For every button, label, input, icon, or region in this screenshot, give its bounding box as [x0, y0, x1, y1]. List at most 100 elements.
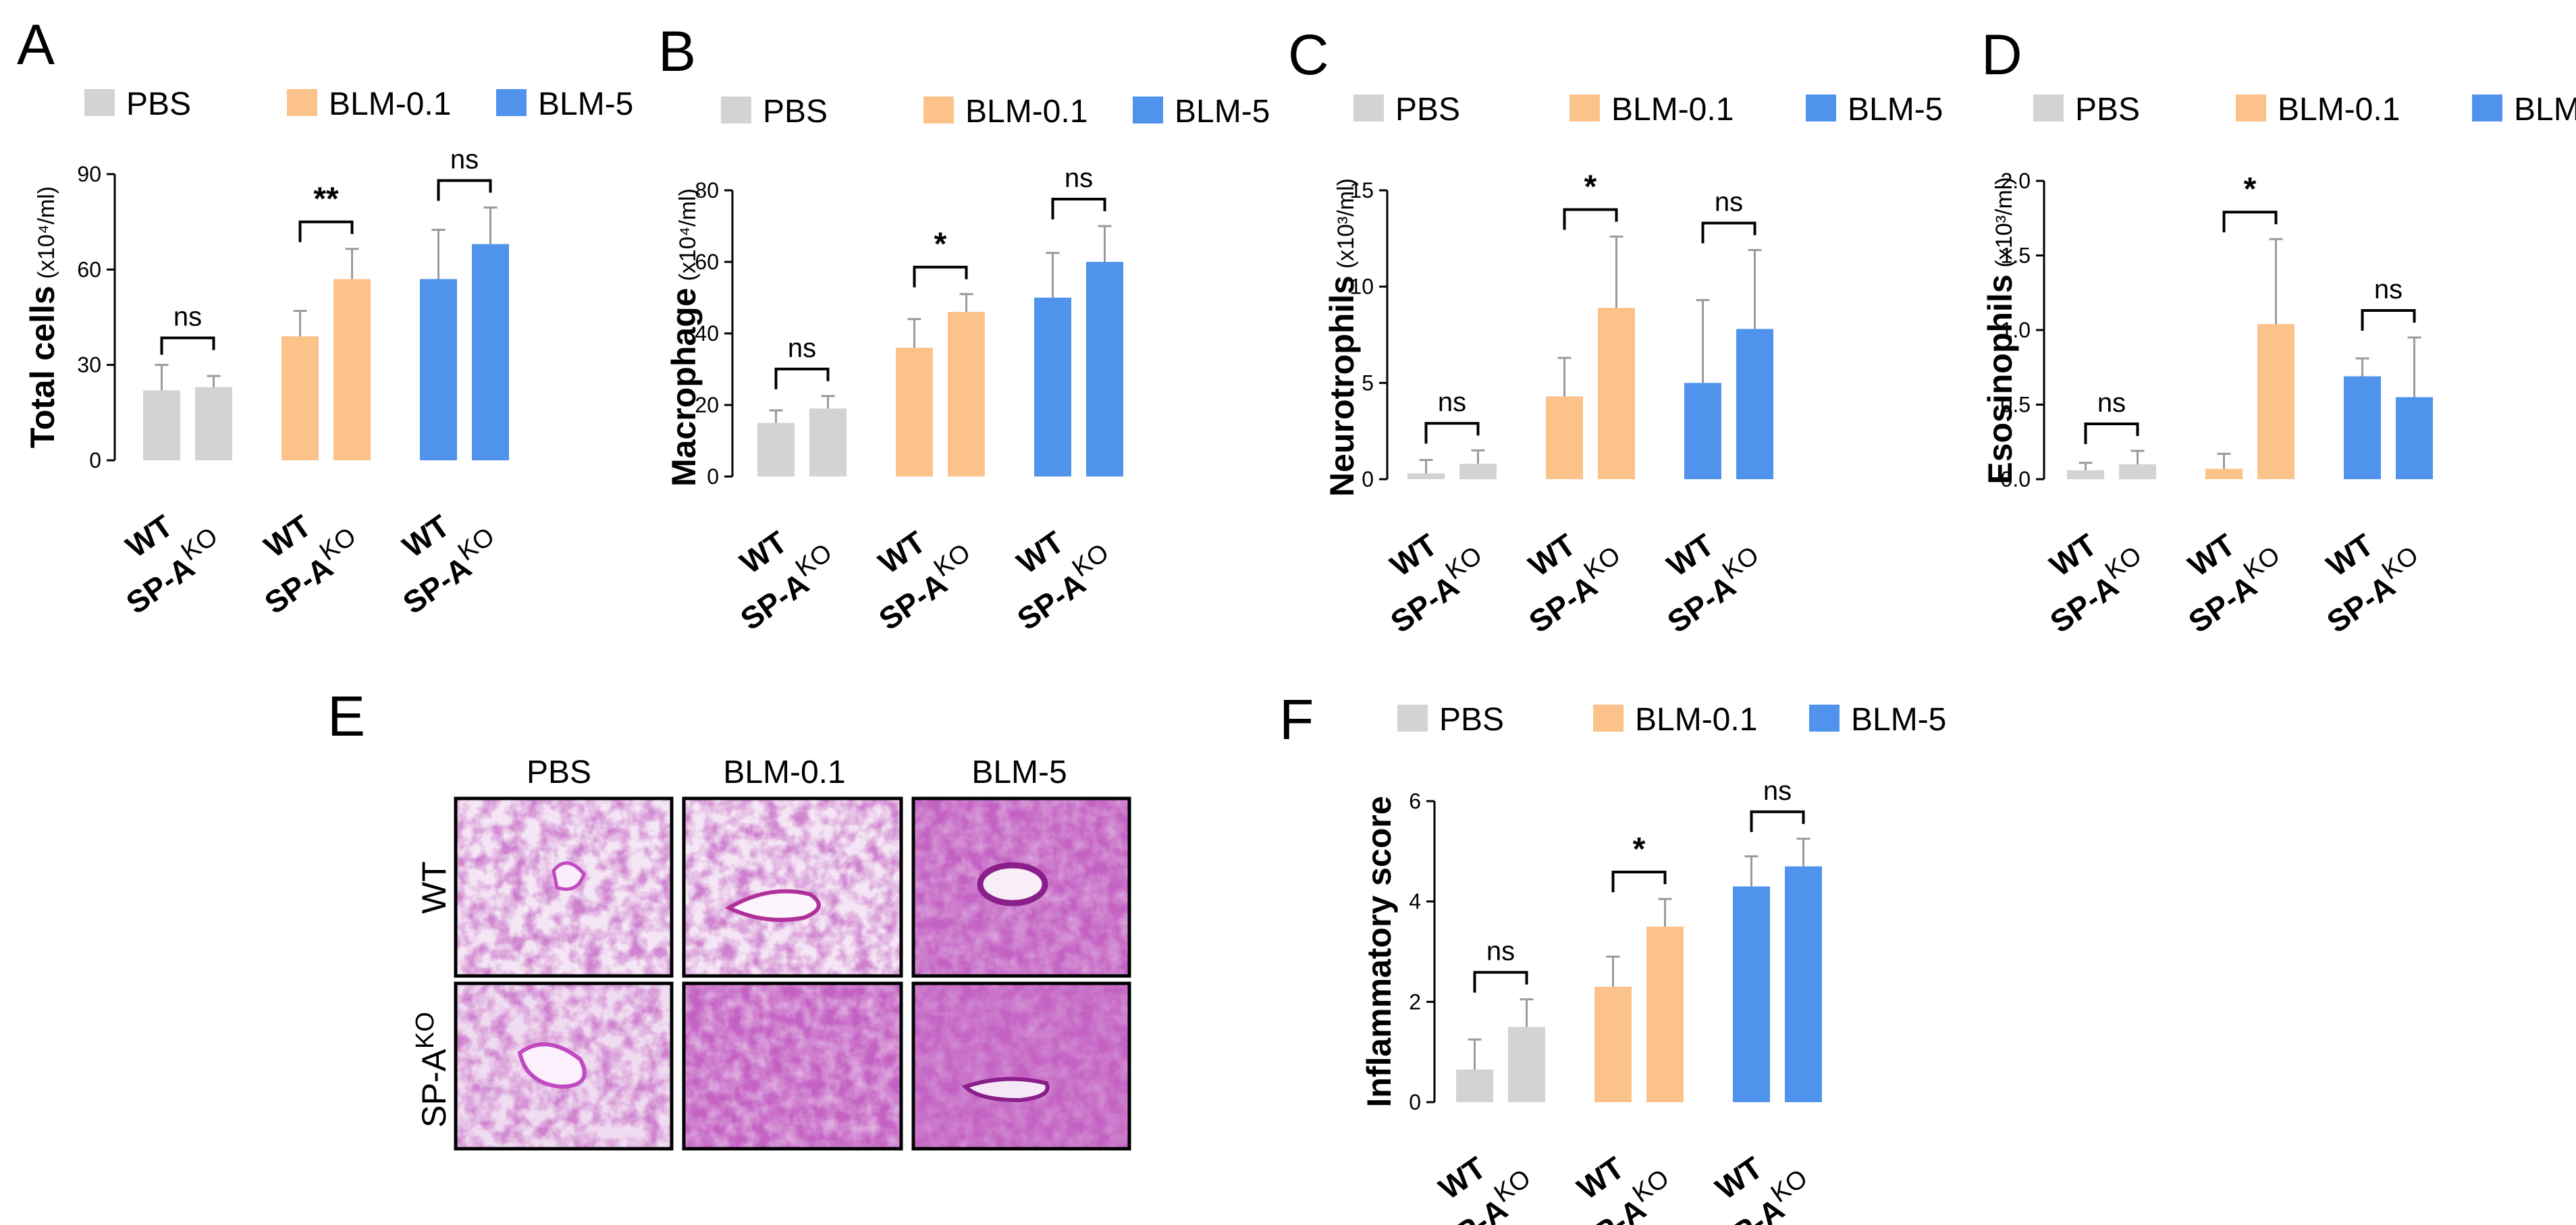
- significance-bracket: [913, 265, 968, 288]
- y-tick-label: 2.0: [2001, 169, 2031, 193]
- y-tick-label: 0.0: [2001, 467, 2031, 491]
- legend-swatch: [1133, 97, 1163, 124]
- legend-swatch: [1397, 705, 1428, 732]
- y-tick-label: 1.0: [2001, 318, 2031, 342]
- y-tick-label: 80: [695, 178, 719, 202]
- y-axis-label: Macrophage (x10⁴/ml): [665, 188, 703, 487]
- legend-label: BLM-5: [1848, 92, 1943, 128]
- legend-label: PBS: [763, 94, 828, 130]
- significance-label: ns: [2097, 388, 2126, 418]
- bar-pbs-wt: [757, 423, 795, 477]
- legend-swatch: [721, 97, 751, 124]
- significance-label: ns: [788, 333, 816, 363]
- x-tick-label-wt: WT: [1522, 527, 1582, 584]
- y-tick-label: 0.5: [2001, 393, 2031, 417]
- chart-panel-b: B020406080Macrophage(x10⁴/ml)WTSP-AKOnsW…: [658, 20, 1123, 637]
- legend-label: BLM-5: [1175, 94, 1270, 130]
- bar-blm-0.1-ko: [2257, 324, 2295, 479]
- legend-label: BLM-0.1: [965, 94, 1088, 130]
- bar-blm-5-ko: [1086, 262, 1123, 477]
- legend-label: BLM-0.1: [329, 86, 451, 122]
- x-tick-label-wt: WT: [1571, 1150, 1630, 1207]
- legend-label: BLM-0.1: [1635, 702, 1757, 738]
- panel-letter-c: C: [1288, 23, 1329, 86]
- bar-blm-5-wt: [2344, 376, 2381, 479]
- y-tick-label: 20: [695, 393, 719, 417]
- legend-label: BLM-5: [2514, 92, 2576, 128]
- y-axis-label: Esosinophils (x10³/ml): [1981, 177, 2019, 484]
- bar-pbs-wt: [2067, 470, 2104, 479]
- legends-layer: PBS BLM-0.1 BLM-5 PBS BLM-0.1 BLM-5 PBS BLM-0.1…: [84, 86, 2576, 738]
- significance-label: ns: [1438, 387, 1466, 417]
- bar-pbs-ko: [809, 408, 847, 477]
- y-axis-title: Esosinophils: [1981, 274, 2019, 484]
- legend-d: PBS BLM-0.1 BLM-5: [2033, 92, 2576, 128]
- x-tick-label-wt: WT: [396, 508, 456, 565]
- legend-swatch: [84, 89, 115, 116]
- legend-swatch: [287, 89, 317, 116]
- legend-swatch: [1809, 705, 1840, 732]
- bar-blm-5-wt: [1684, 383, 1721, 479]
- x-tick-label-wt: WT: [1011, 524, 1070, 581]
- significance-bracket: [437, 179, 492, 201]
- y-axis-title: Inflammatory score: [1360, 796, 1398, 1107]
- y-tick-label: 40: [695, 321, 719, 346]
- significance-bracket: [1750, 810, 1805, 832]
- bar-blm-0.1-ko: [1598, 308, 1635, 479]
- x-tick-label-wt: WT: [2182, 527, 2241, 584]
- y-axis-label: Neurotrophils (x10³/ml): [1323, 178, 1361, 497]
- legend-swatch: [1593, 705, 1624, 732]
- bar-blm-0.1-wt: [281, 336, 319, 460]
- x-tick-label-wt: WT: [734, 524, 793, 581]
- panel-letter-f: F: [1279, 688, 1314, 751]
- legend-swatch: [1806, 94, 1836, 121]
- histology-row-label: WT: [415, 861, 453, 914]
- significance-label: ns: [1486, 937, 1515, 967]
- y-tick-label: 0: [707, 464, 719, 489]
- significance-label: ns: [173, 302, 202, 332]
- histology-row-label: SP-AKO: [411, 1012, 453, 1128]
- legend-swatch: [1353, 94, 1384, 121]
- bar-blm-0.1-wt: [896, 348, 933, 477]
- legend-label: BLM-5: [538, 86, 633, 122]
- bar-blm-5-ko: [472, 244, 509, 460]
- x-tick-label-wt: WT: [1709, 1150, 1769, 1207]
- x-tick-label-wt: WT: [2043, 527, 2103, 584]
- significance-bracket: [1051, 198, 1106, 219]
- legend-swatch: [2472, 94, 2502, 121]
- x-tick-label-wt: WT: [119, 508, 179, 565]
- legend-swatch: [923, 97, 954, 124]
- y-tick-label: 1.5: [2001, 244, 2031, 268]
- y-axis-label: Total cells (x10⁴/ml): [24, 186, 61, 448]
- histology-column-header: BLM-0.1: [723, 755, 845, 790]
- y-axis-title: Neurotrophils: [1323, 275, 1361, 497]
- legend-a: PBS BLM-0.1 BLM-5: [84, 86, 633, 122]
- significance-bracket: [160, 336, 215, 355]
- y-axis-unit: (x10⁴/ml): [34, 186, 59, 279]
- significance-bracket: [774, 367, 830, 389]
- legend-label: BLM-0.1: [2278, 92, 2400, 128]
- bar-pbs-wt: [1407, 473, 1445, 479]
- panel-e-histology: E PBS BLM-0.1 BLM-5 WT SP-AKO: [327, 684, 1131, 1151]
- histology-image-wt-pbs: [454, 796, 674, 978]
- histology-image-ko-pbs: [454, 981, 674, 1151]
- x-tick-label-wt: WT: [1384, 527, 1443, 584]
- significance-bracket: [1611, 870, 1667, 892]
- legend-swatch: [2236, 94, 2266, 121]
- legend-label: BLM-0.1: [1611, 92, 1734, 128]
- bar-blm-0.1-wt: [1594, 987, 1632, 1102]
- legend-label: PBS: [2075, 92, 2140, 128]
- y-axis-label: Inflammatory score: [1360, 796, 1398, 1107]
- legend-label: PBS: [1439, 702, 1504, 738]
- bar-blm-0.1-wt: [1546, 396, 1583, 479]
- legend-swatch: [1569, 94, 1600, 121]
- bar-pbs-ko: [195, 387, 232, 460]
- bar-blm-5-ko: [1736, 329, 1773, 479]
- significance-bracket: [2222, 211, 2278, 233]
- bar-blm-0.1-wt: [2205, 468, 2243, 479]
- panel-letter-b: B: [658, 20, 696, 83]
- bar-pbs-wt: [143, 390, 180, 460]
- panel-letter-d: D: [1981, 23, 2022, 86]
- bar-blm-5-wt: [420, 279, 457, 460]
